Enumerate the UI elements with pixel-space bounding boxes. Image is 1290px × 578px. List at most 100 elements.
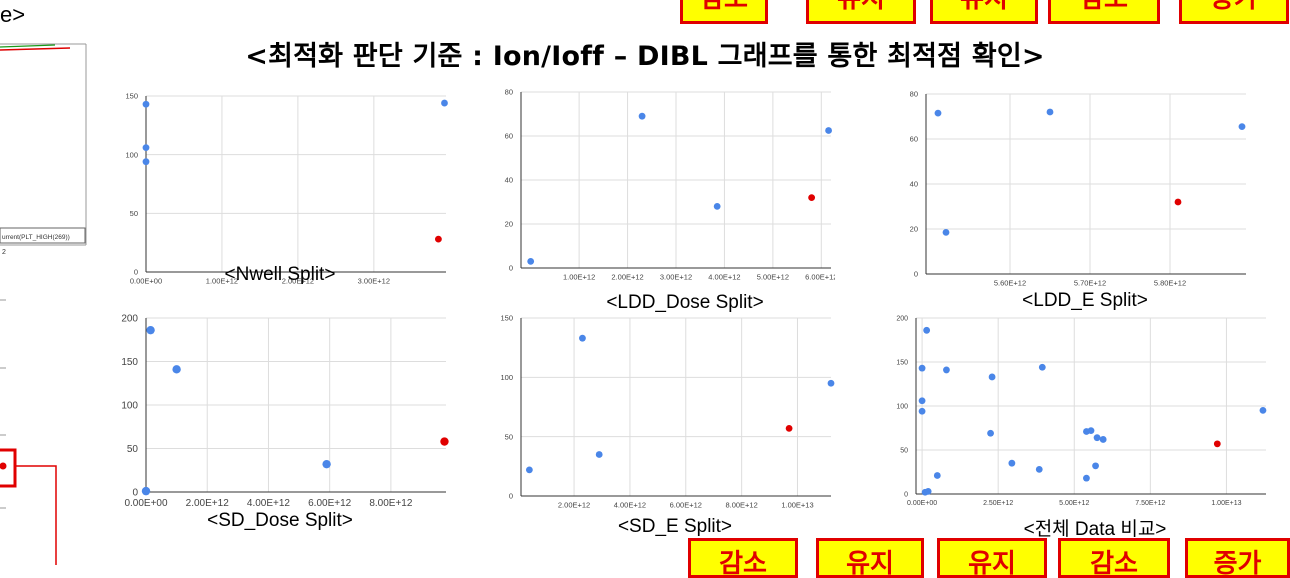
badge-top-4: 감소 [1048, 0, 1160, 24]
badge-top-3: 유지 [930, 0, 1038, 24]
data-point [825, 127, 832, 134]
data-point [441, 99, 448, 107]
y-tick-label: 200 [121, 314, 138, 325]
y-tick-label: 100 [896, 403, 908, 410]
left-partial-chart: urrent(PLT_HIGH(269)) 2 [0, 43, 87, 565]
data-point [579, 334, 586, 342]
y-tick-label: 0 [132, 488, 138, 499]
x-tick-label: 5.70E+12 [1074, 279, 1106, 288]
y-tick-label: 60 [505, 132, 513, 141]
data-point [141, 486, 151, 496]
data-point [142, 158, 150, 166]
badge-bottom-5: 증가 [1185, 538, 1290, 578]
y-tick-label: 200 [896, 315, 908, 322]
highlight-point [1213, 440, 1221, 448]
left-chart-tick: 2 [2, 249, 6, 256]
data-point [1038, 363, 1046, 371]
data-point [142, 100, 150, 108]
y-tick-label: 100 [125, 150, 138, 159]
data-point [1093, 434, 1101, 442]
data-point [1046, 108, 1054, 116]
x-tick-label: 2.00E+12 [558, 501, 590, 510]
data-point [172, 365, 181, 374]
x-tick-label: 5.80E+12 [1154, 279, 1186, 288]
y-tick-label: 150 [121, 357, 138, 368]
y-tick-label: 20 [505, 220, 513, 229]
y-tick-label: 100 [500, 373, 513, 382]
y-tick-label: 80 [910, 90, 918, 99]
data-point [923, 326, 931, 334]
ldd-dose-split-chart: 1.00E+12 2.00E+12 3.00E+12 4.00E+12 5.00E+12… [505, 88, 835, 282]
highlight-point [808, 194, 816, 201]
x-tick-label: 6.00E+12 [805, 273, 835, 282]
nwell-split-chart: 0.00E+00 1.00E+12 2.00E+12 3.00E+12 0 50 100 15… [125, 92, 448, 285]
x-tick-label: 4.00E+12 [708, 273, 740, 282]
y-tick-label: 150 [500, 314, 513, 323]
left-chart-legend-box [0, 227, 86, 244]
data-point [1035, 465, 1043, 473]
badge-top-2: 유지 [806, 0, 916, 24]
x-tick-label: 0.00E+00 [130, 277, 162, 285]
left-callout-line [15, 465, 57, 565]
x-tick-label: 5.60E+12 [994, 279, 1026, 288]
badge-bottom-1: 감소 [688, 538, 798, 578]
ldd-e-split-caption: <LDD_E Split> [1022, 290, 1148, 311]
data-point [827, 379, 835, 387]
data-point [595, 451, 603, 458]
x-tick-label: 5.00E+12 [757, 273, 789, 282]
left-partial-panel: e> urrent(PLT_HIGH(269)) 2 [0, 0, 92, 565]
x-tick-label: 4.00E+12 [614, 501, 646, 510]
badge-bottom-4: 감소 [1058, 538, 1170, 578]
data-point [918, 397, 926, 405]
data-point [1238, 123, 1246, 131]
badge-bottom-3: 유지 [937, 538, 1047, 578]
x-tick-label: 8.00E+12 [725, 501, 757, 510]
y-tick-label: 40 [505, 176, 513, 185]
data-point [322, 459, 331, 469]
data-point [1083, 474, 1090, 482]
data-point [146, 325, 155, 335]
x-tick-label: 2.00E+12 [282, 277, 314, 285]
left-title-fragment: e> [0, 2, 26, 27]
x-tick-label: 3.00E+12 [358, 277, 390, 285]
data-point [1087, 427, 1095, 435]
left-chart-green-curve [0, 44, 56, 48]
data-point [987, 429, 994, 437]
data-point [942, 228, 950, 236]
y-tick-label: 20 [910, 225, 918, 234]
data-point [638, 112, 646, 120]
y-tick-label: 50 [127, 444, 139, 455]
y-tick-label: 150 [896, 359, 908, 366]
y-tick-label: 60 [910, 135, 918, 144]
y-tick-label: 0 [509, 264, 513, 273]
left-highlight-box [0, 448, 17, 488]
x-tick-label: 1.00E+12 [206, 277, 238, 285]
y-tick-label: 0 [134, 268, 138, 277]
ldd-dose-split-caption: <LDD_Dose Split> [606, 292, 764, 313]
data-point [918, 364, 926, 372]
data-point [924, 487, 932, 495]
data-point [933, 472, 941, 479]
y-tick-label: 80 [505, 88, 513, 97]
data-point [713, 203, 721, 210]
highlight-point [435, 235, 442, 243]
data-point [1099, 436, 1107, 443]
highlight-point [785, 424, 793, 432]
badge-top-1: 감소 [680, 0, 768, 24]
y-tick-label: 100 [121, 401, 138, 412]
x-tick-label: 1.00E+12 [563, 273, 595, 282]
page-title: <최적화 판단 기준 : Ion/Ioff – DIBL 그래프를 통한 최적점… [245, 41, 1045, 72]
x-tick-label: 5.00E+12 [1059, 500, 1089, 507]
x-tick-label: 6.00E+12 [670, 501, 702, 510]
sd-dose-split-caption: <SD_Dose Split> [207, 510, 353, 531]
sd-e-split-caption: <SD_E Split> [617, 516, 733, 537]
data-point [527, 258, 535, 265]
x-tick-label: 6.00E+12 [308, 498, 352, 509]
nwell-split-caption: <Nwell Split> [224, 264, 336, 285]
x-tick-label: 8.00E+12 [369, 498, 413, 509]
data-point [943, 366, 950, 374]
data-point [988, 373, 996, 381]
y-tick-label: 0 [904, 491, 908, 498]
x-tick-label: 1.00E+13 [781, 501, 813, 510]
y-tick-label: 40 [910, 180, 918, 189]
